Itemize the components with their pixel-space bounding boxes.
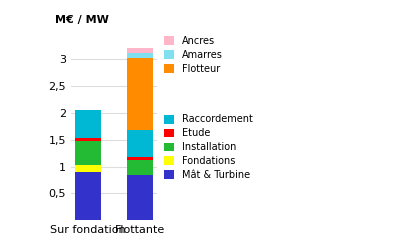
Bar	[75, 141, 101, 165]
Bar	[75, 165, 101, 172]
Bar	[127, 130, 153, 157]
Bar	[127, 48, 153, 52]
Bar	[127, 52, 153, 58]
Text: M€ / MW: M€ / MW	[55, 15, 109, 25]
Bar	[75, 138, 101, 141]
Bar	[75, 172, 101, 220]
Bar	[127, 174, 153, 220]
Bar	[127, 58, 153, 130]
Bar	[127, 160, 153, 174]
Bar	[127, 157, 153, 160]
Bar	[75, 110, 101, 138]
Legend: Raccordement, Etude, Installation, Fondations, Mât & Turbine: Raccordement, Etude, Installation, Fonda…	[162, 112, 255, 182]
